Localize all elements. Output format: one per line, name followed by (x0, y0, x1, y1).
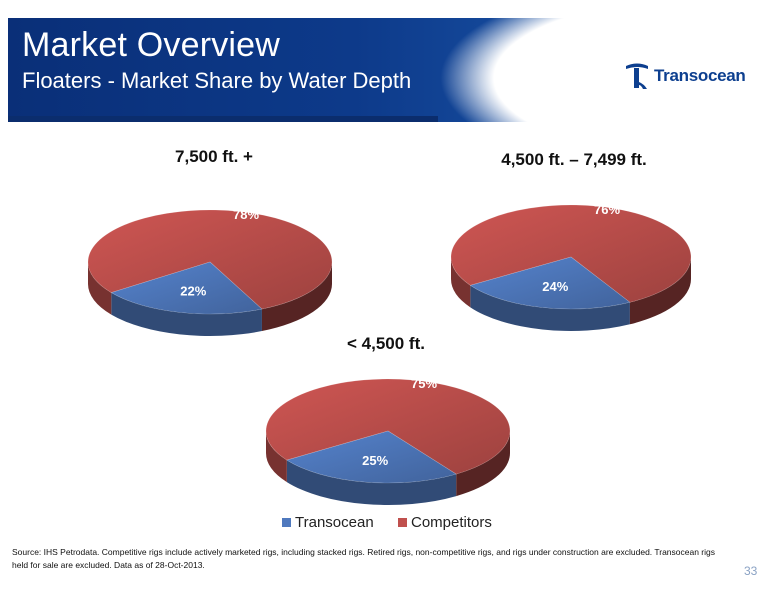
competitors-pct-label-1: 78% (233, 207, 259, 222)
chart-legend: Transocean Competitors (282, 514, 492, 531)
competitors-side-left-2 (451, 257, 471, 308)
transocean-side-2 (470, 285, 630, 332)
transocean-pct-label-1: 22% (180, 284, 206, 299)
transocean-side-1 (111, 292, 262, 337)
page-number: 33 (744, 564, 758, 578)
transocean-logo: Transocean (626, 60, 746, 92)
transocean-pct-label-2: 24% (542, 279, 568, 294)
page-title: Market Overview (22, 26, 281, 64)
transocean-side-3 (286, 460, 457, 506)
legend-label-transocean: Transocean (295, 514, 374, 531)
competitors-pct-label-2: 76% (594, 202, 620, 217)
transocean-logo-icon (626, 63, 648, 89)
header-underline (8, 116, 438, 122)
transocean-slice-3 (286, 430, 457, 484)
competitors-slice-2 (450, 204, 692, 303)
transocean-slice-2 (469, 256, 631, 310)
transocean-slice-1 (110, 261, 263, 315)
competitors-side-right-1 (261, 262, 332, 332)
header-banner (8, 18, 776, 122)
competitors-pct-label-3: 75% (411, 376, 437, 391)
competitors-side-left-3 (266, 431, 287, 483)
logo-wordmark: Transocean (654, 66, 746, 85)
source-footnote: Source: IHS Petrodata. Competitive rigs … (12, 547, 715, 570)
competitors-side-right-2 (629, 257, 691, 325)
pie-title-2: 4,500 ft. – 7,499 ft. (501, 150, 647, 169)
competitors-side-left-1 (88, 262, 112, 315)
transocean-pct-label-3: 25% (362, 453, 388, 468)
legend-swatch-transocean (282, 518, 291, 527)
competitors-slice-1 (87, 209, 333, 310)
pie-chart-1: 22% 78% 7,500 ft. + (87, 147, 333, 337)
page-subtitle: Floaters - Market Share by Water Depth (22, 68, 412, 93)
competitors-side-right-3 (456, 431, 510, 497)
pie-title-1: 7,500 ft. + (175, 147, 253, 166)
pie-title-3: < 4,500 ft. (347, 334, 425, 353)
header-swoosh (438, 18, 776, 122)
legend-label-competitors: Competitors (411, 514, 492, 531)
legend-swatch-competitors (398, 518, 407, 527)
pie-chart-2: 24% 76% 4,500 ft. – 7,499 ft. (450, 150, 692, 332)
competitors-slice-3 (265, 378, 511, 475)
pie-chart-3: 25% 75% < 4,500 ft. (265, 334, 511, 506)
